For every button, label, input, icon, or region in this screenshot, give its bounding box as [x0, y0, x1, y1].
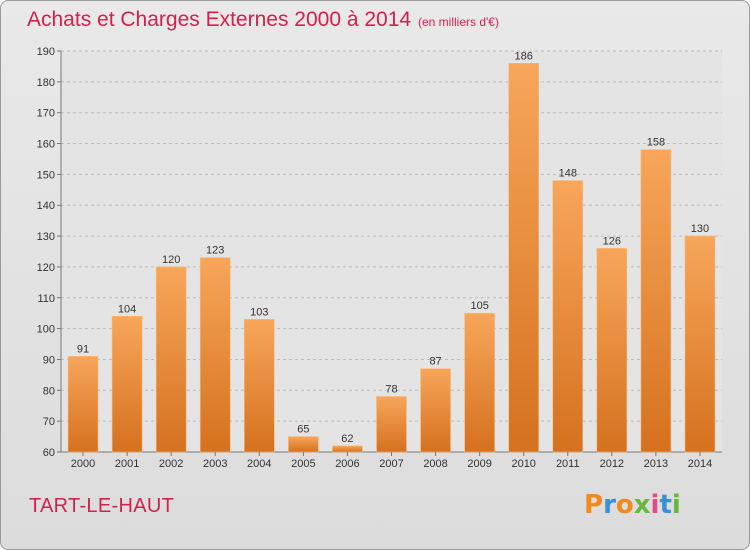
y-tick-label: 170	[37, 108, 55, 120]
x-tick-label-2013: 2013	[644, 458, 668, 470]
x-tick-label-2002: 2002	[159, 458, 183, 470]
bar-2002	[155, 266, 187, 453]
brand-letter: x	[633, 490, 651, 520]
bar-2003	[199, 257, 231, 453]
brand-letter: r	[603, 490, 616, 520]
value-label-2000: 91	[77, 343, 89, 355]
value-label-2014: 130	[691, 223, 709, 235]
value-label-2006: 62	[341, 433, 353, 445]
x-tick-label-2012: 2012	[600, 458, 624, 470]
value-label-2009: 105	[470, 300, 488, 312]
value-label-2002: 120	[162, 254, 180, 266]
bar-2001	[111, 315, 143, 453]
y-tick-label: 60	[43, 447, 55, 459]
y-tick-label: 80	[43, 385, 55, 397]
brand-letter: t	[659, 490, 672, 520]
x-tick-label-2008: 2008	[423, 458, 447, 470]
y-tick-label: 90	[43, 354, 55, 366]
value-label-2004: 103	[250, 306, 268, 318]
y-tick-label: 100	[37, 324, 55, 336]
x-tick-label-2005: 2005	[291, 458, 315, 470]
brand-letter: P	[584, 490, 604, 520]
x-tick-label-2011: 2011	[556, 458, 580, 470]
x-tick-label-2003: 2003	[203, 458, 227, 470]
bar-2013	[640, 149, 672, 453]
x-tick-label-2010: 2010	[511, 458, 535, 470]
bar-2005	[288, 436, 319, 453]
value-label-2012: 126	[603, 235, 621, 247]
bar-2011	[552, 180, 584, 453]
place-name: TART-LE-HAUT	[29, 495, 175, 517]
y-tick-label: 180	[37, 77, 55, 89]
value-label-2013: 158	[647, 137, 665, 149]
x-tick-label-2004: 2004	[247, 458, 271, 470]
value-label-2011: 148	[559, 168, 577, 180]
bar-2007	[376, 396, 407, 453]
y-tick-label: 130	[37, 231, 55, 243]
chart-title: Achats et Charges Externes 2000 à 2014	[27, 8, 412, 31]
y-tick-label: 190	[37, 46, 55, 58]
y-tick-label: 110	[37, 293, 55, 305]
bar-2004	[244, 319, 275, 453]
x-tick-label-2014: 2014	[688, 458, 712, 470]
value-label-2010: 186	[515, 50, 533, 62]
brand-logo[interactable]: Proxiti	[584, 490, 681, 520]
chart-subtitle: (en milliers d'€)	[418, 15, 499, 29]
y-tick-label: 140	[37, 200, 55, 212]
x-tick-label-2000: 2000	[71, 458, 95, 470]
y-tick-label: 70	[43, 416, 55, 428]
y-tick-label: 160	[37, 139, 55, 151]
x-tick-label-2009: 2009	[467, 458, 491, 470]
brand-letter: o	[615, 490, 634, 520]
bar-2014	[684, 235, 716, 453]
value-label-2008: 87	[429, 356, 441, 368]
value-label-2005: 65	[297, 424, 309, 436]
y-tick-label: 120	[37, 262, 55, 274]
bar-2009	[464, 312, 495, 453]
bar-2012	[596, 248, 628, 453]
x-tick-label-2006: 2006	[335, 458, 359, 470]
bar-2000	[67, 356, 99, 453]
bar-2010	[508, 63, 539, 453]
bar-2006	[332, 445, 363, 453]
x-tick-label-2001: 2001	[115, 458, 139, 470]
value-label-2003: 123	[206, 245, 224, 257]
brand-letter: i	[671, 490, 681, 520]
x-tick-label-2007: 2007	[379, 458, 403, 470]
brand-letter: i	[650, 490, 660, 520]
value-label-2007: 78	[385, 383, 397, 395]
bar-2008	[420, 368, 451, 453]
y-tick-label: 150	[37, 169, 55, 181]
value-label-2001: 104	[118, 303, 136, 315]
